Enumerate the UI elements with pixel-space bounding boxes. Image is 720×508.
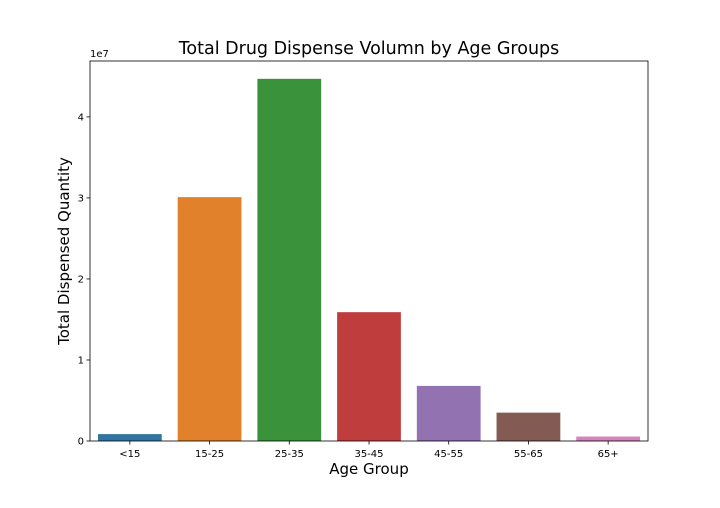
y-tick-label: 2 (78, 274, 84, 285)
y-tick-label: 4 (78, 112, 84, 123)
x-tick-label: 55-65 (514, 449, 543, 460)
x-tick-label: 25-35 (275, 449, 304, 460)
ticks-layer: <15 15-25 25-35 35-45 45-55 55-65 65+ 0 1 2 3 4 (78, 112, 619, 460)
y-offset-label: 1e7 (90, 49, 109, 60)
y-tick-label: 3 (78, 193, 84, 204)
x-axis-label: Age Group (329, 460, 408, 478)
bar-0 (97, 434, 162, 441)
x-tick-label: 65+ (598, 449, 619, 460)
bar-1 (177, 197, 242, 441)
bar-6 (576, 436, 641, 441)
y-axis-label: Total Dispensed Quantity (55, 157, 73, 346)
x-tick-label: 45-55 (434, 449, 463, 460)
x-tick-label: 35-45 (354, 449, 383, 460)
bar-5 (496, 412, 561, 441)
chart-title: Total Drug Dispense Volumn by Age Groups (178, 39, 560, 59)
x-tick-label: <15 (119, 449, 140, 460)
y-tick-label: 0 (78, 437, 84, 448)
plot-frame (89, 60, 649, 442)
x-tick-label: 15-25 (195, 449, 224, 460)
bar-2 (257, 78, 322, 441)
bar-3 (337, 312, 401, 441)
y-tick-label: 1 (78, 355, 84, 366)
bar-4 (416, 385, 481, 441)
bars-layer (97, 78, 641, 441)
